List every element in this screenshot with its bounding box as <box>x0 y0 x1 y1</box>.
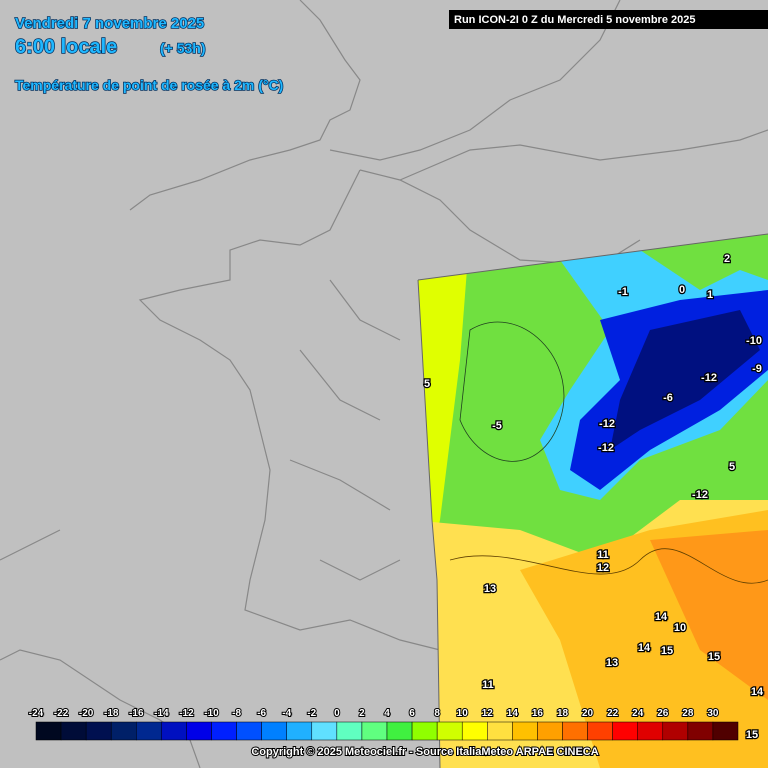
colorbar-cell <box>637 721 664 741</box>
colorbar-cell <box>687 721 714 741</box>
colorbar-label: -22 <box>54 708 69 719</box>
colorbar-cell <box>261 721 287 741</box>
colorbar-cell <box>562 721 588 741</box>
colorbar-label: 24 <box>632 708 644 719</box>
colorbar-label: 20 <box>582 708 594 719</box>
contour-label: 12 <box>597 562 609 574</box>
date: Vendredi 7 novembre 2025 <box>15 15 204 32</box>
colorbar-label: 10 <box>457 708 469 719</box>
colorbar-label: -14 <box>154 708 169 719</box>
contour-label: 15 <box>708 651 720 663</box>
colorbar-label: 16 <box>532 708 544 719</box>
colorbar-cell <box>35 721 62 741</box>
contour-label: 14 <box>638 642 651 654</box>
colorbar-cell <box>186 721 212 741</box>
colorbar-cell <box>612 721 638 741</box>
contour-label: 5 <box>729 461 735 473</box>
colorbar-cell <box>662 721 689 741</box>
colorbar-label: 26 <box>657 708 669 719</box>
contour-label: 1 <box>707 289 713 301</box>
colorbar-label: 6 <box>409 708 415 719</box>
colorbar-cell <box>512 721 538 741</box>
time: 6:00 locale <box>15 36 117 58</box>
colorbar-label: -6 <box>257 708 266 719</box>
colorbar-label: -4 <box>282 708 291 719</box>
colorbar-cell <box>161 721 187 741</box>
domain-edge <box>417 233 768 768</box>
colorbar-cell <box>712 721 739 741</box>
contour-label: 15 <box>746 729 758 741</box>
colorbar-label: 4 <box>384 708 390 719</box>
colorbar-cell <box>136 721 162 741</box>
colorbar-label: -10 <box>204 708 219 719</box>
colorbar-label: -16 <box>129 708 144 719</box>
colorbar-label: -2 <box>307 708 316 719</box>
contour-label: 2 <box>724 253 730 265</box>
run-info: Run ICON-2I 0 Z du Mercredi 5 novembre 2… <box>454 14 695 26</box>
contour-label: 11 <box>482 679 494 691</box>
contour-label: -10 <box>746 335 762 347</box>
contour-label: 13 <box>606 657 618 669</box>
colorbar-label: 30 <box>707 708 719 719</box>
colorbar-label: 2 <box>359 708 365 719</box>
colorbar-cell <box>436 721 463 741</box>
colorbar-label: 18 <box>557 708 569 719</box>
copyright: Copyright © 2025 Meteociel.fr - Source I… <box>251 746 598 758</box>
colorbar-label: -8 <box>232 708 241 719</box>
colorbar-cell <box>336 721 363 741</box>
contour-label: -12 <box>692 489 708 501</box>
contour-label: -5 <box>492 420 502 432</box>
contour-label: -9 <box>752 363 762 375</box>
colorbar-label: 14 <box>507 708 519 719</box>
colorbar-label: 22 <box>607 708 619 719</box>
parameter: Température de point de rosée à 2m (°C) <box>15 77 283 93</box>
field <box>418 234 768 768</box>
colorbar-cell <box>286 721 313 741</box>
colorbar-label: 28 <box>682 708 694 719</box>
contour-label: -1 <box>618 286 628 298</box>
contour-label: 14 <box>655 611 668 623</box>
contour-label: -12 <box>701 372 717 384</box>
lead-time: (+ 53h) <box>160 40 206 56</box>
contour-label: 13 <box>484 583 496 595</box>
colorbar-label: -18 <box>104 708 119 719</box>
run-box <box>449 10 768 29</box>
contour-label: -12 <box>598 442 614 454</box>
colorbar-label: -24 <box>29 708 44 719</box>
colorbar-label: -20 <box>79 708 94 719</box>
contour-label: 5 <box>424 378 430 390</box>
contour-label: -12 <box>599 418 615 430</box>
contour-label: 15 <box>661 645 673 657</box>
colorbar-label: -12 <box>179 708 194 719</box>
contour-label: 10 <box>674 622 686 634</box>
colorbar-cell <box>386 721 413 741</box>
colorbar-cell <box>461 721 488 741</box>
colorbar-label: 0 <box>334 708 340 719</box>
colorbar-cell <box>587 721 613 741</box>
contour-label: 11 <box>597 549 609 561</box>
colorbar-cell <box>487 721 513 741</box>
colorbar-cell <box>236 721 262 741</box>
contour-label: -6 <box>663 392 673 404</box>
colorbar-cell <box>211 721 237 741</box>
contour-label: 14 <box>751 686 764 698</box>
colorbar-cell <box>411 721 438 741</box>
colorbar-label: 8 <box>434 708 440 719</box>
colorbar-cell <box>537 721 563 741</box>
colorbar-cell <box>311 721 338 741</box>
colorbar-cell <box>60 721 87 741</box>
colorbar-label: 12 <box>482 708 494 719</box>
colorbar-cell <box>110 721 137 741</box>
colorbar-cell <box>361 721 388 741</box>
contour-label: 0 <box>679 284 685 296</box>
colorbar-cell <box>85 721 112 741</box>
